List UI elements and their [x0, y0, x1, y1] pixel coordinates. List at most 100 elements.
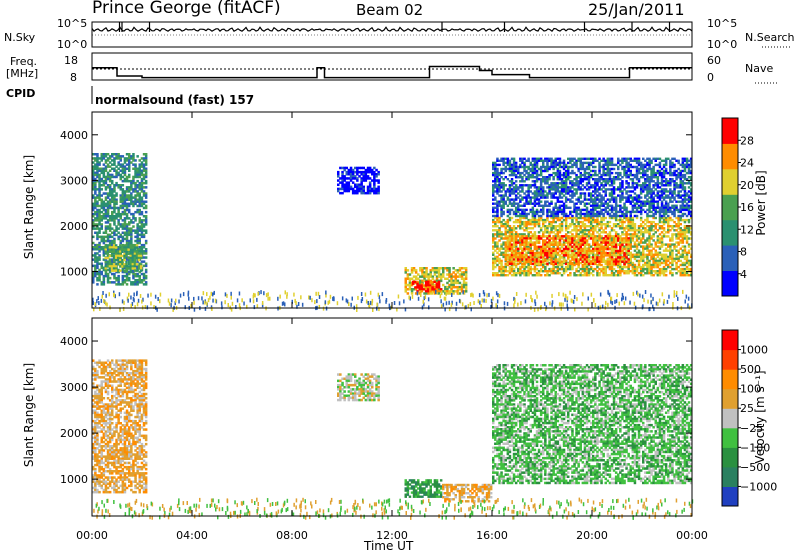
- power-cell: [683, 267, 687, 271]
- power-cell: [373, 173, 376, 176]
- power-cell: [573, 245, 576, 249]
- power-cell: [431, 275, 435, 278]
- freq-line: [92, 65, 692, 79]
- power-cell: [108, 265, 112, 268]
- power-cell: [679, 233, 682, 236]
- power-cell: [542, 165, 545, 169]
- power-cell: [667, 243, 670, 246]
- power-cell: [560, 256, 564, 259]
- power-cell: [623, 245, 626, 248]
- power-cell: [510, 247, 514, 251]
- power-cell: [127, 244, 130, 247]
- power-cell: [552, 257, 555, 261]
- power-cell: [550, 202, 553, 205]
- power-cell: [535, 169, 539, 173]
- power-cell: [531, 184, 535, 187]
- power-cell: [140, 260, 144, 263]
- power-cell: [575, 239, 578, 242]
- power-cell: [142, 192, 146, 195]
- power-cell: [500, 261, 503, 265]
- power-cell: [579, 216, 582, 220]
- power-cell: [683, 270, 687, 273]
- power-cell: [121, 248, 124, 251]
- power-cell: [598, 229, 601, 232]
- power-cell: [542, 249, 545, 253]
- power-cell: [600, 216, 603, 220]
- power-cell: [92, 206, 95, 210]
- power-cell: [514, 214, 518, 218]
- power-cell: [433, 285, 437, 289]
- power-cell: [506, 249, 510, 253]
- power-cell: [464, 277, 468, 280]
- power-cell: [608, 260, 612, 263]
- power-cell: [629, 255, 632, 259]
- power-cell: [637, 225, 641, 228]
- power-cell: [569, 165, 572, 169]
- power-cell: [104, 239, 108, 243]
- power-cell: [529, 200, 532, 203]
- power-cell: [100, 246, 103, 249]
- power-cell: [612, 223, 616, 226]
- power-cell: [687, 231, 691, 234]
- power-cell: [623, 229, 626, 232]
- power-cell: [138, 194, 141, 197]
- power-cell: [506, 163, 510, 167]
- power-cell: [664, 231, 668, 234]
- power-cell: [94, 165, 97, 168]
- power-cell: [134, 219, 137, 222]
- power-cell: [664, 216, 668, 220]
- power-cell: [494, 167, 497, 171]
- power-cell: [337, 187, 340, 191]
- power-cell: [347, 173, 351, 176]
- power-cell: [106, 171, 110, 175]
- power-cell: [104, 244, 107, 247]
- power-cell: [119, 165, 122, 168]
- power-cell: [671, 225, 674, 228]
- power-cell: [683, 263, 687, 267]
- power-cell: [125, 244, 128, 247]
- power-cell: [542, 178, 545, 181]
- power-cell: [573, 223, 576, 226]
- power-cell: [671, 255, 674, 259]
- power-cell: [510, 254, 514, 257]
- power-cell: [460, 271, 464, 274]
- power-cell: [139, 250, 143, 253]
- power-cell: [373, 187, 376, 191]
- power-cell: [123, 270, 127, 274]
- power-cell: [102, 204, 106, 208]
- power-cell: [134, 175, 137, 179]
- power-cell: [579, 176, 582, 179]
- power-cell: [113, 159, 116, 162]
- power-cell: [631, 237, 635, 240]
- power-cell: [556, 176, 560, 179]
- power-cell: [648, 229, 651, 232]
- power-cell: [558, 225, 562, 228]
- power-cell: [132, 202, 135, 206]
- power-cell: [437, 275, 441, 278]
- power-cell: [583, 161, 587, 165]
- power-cell: [594, 188, 597, 191]
- power-cell: [136, 237, 139, 241]
- power-cell: [587, 260, 591, 263]
- power-cell: [102, 246, 106, 249]
- power-cell: [531, 214, 535, 218]
- power-cell: [612, 254, 616, 257]
- power-cell: [412, 275, 416, 278]
- power-cell: [539, 214, 543, 218]
- power-cell: [506, 257, 510, 261]
- power-cell: [564, 200, 568, 203]
- power-cell: [519, 257, 522, 261]
- power-cell: [687, 259, 691, 263]
- power-cell: [119, 233, 122, 237]
- power-cell: [492, 198, 495, 201]
- power-cell: [654, 251, 657, 254]
- power-cell: [637, 237, 641, 240]
- power-cell: [123, 233, 127, 237]
- power-cell: [502, 206, 505, 209]
- power-cell: [356, 170, 359, 174]
- power-cell: [617, 270, 620, 273]
- power-cell: [519, 245, 522, 249]
- power-cell: [94, 186, 97, 189]
- power-cell: [121, 268, 125, 272]
- power-cell: [594, 196, 597, 199]
